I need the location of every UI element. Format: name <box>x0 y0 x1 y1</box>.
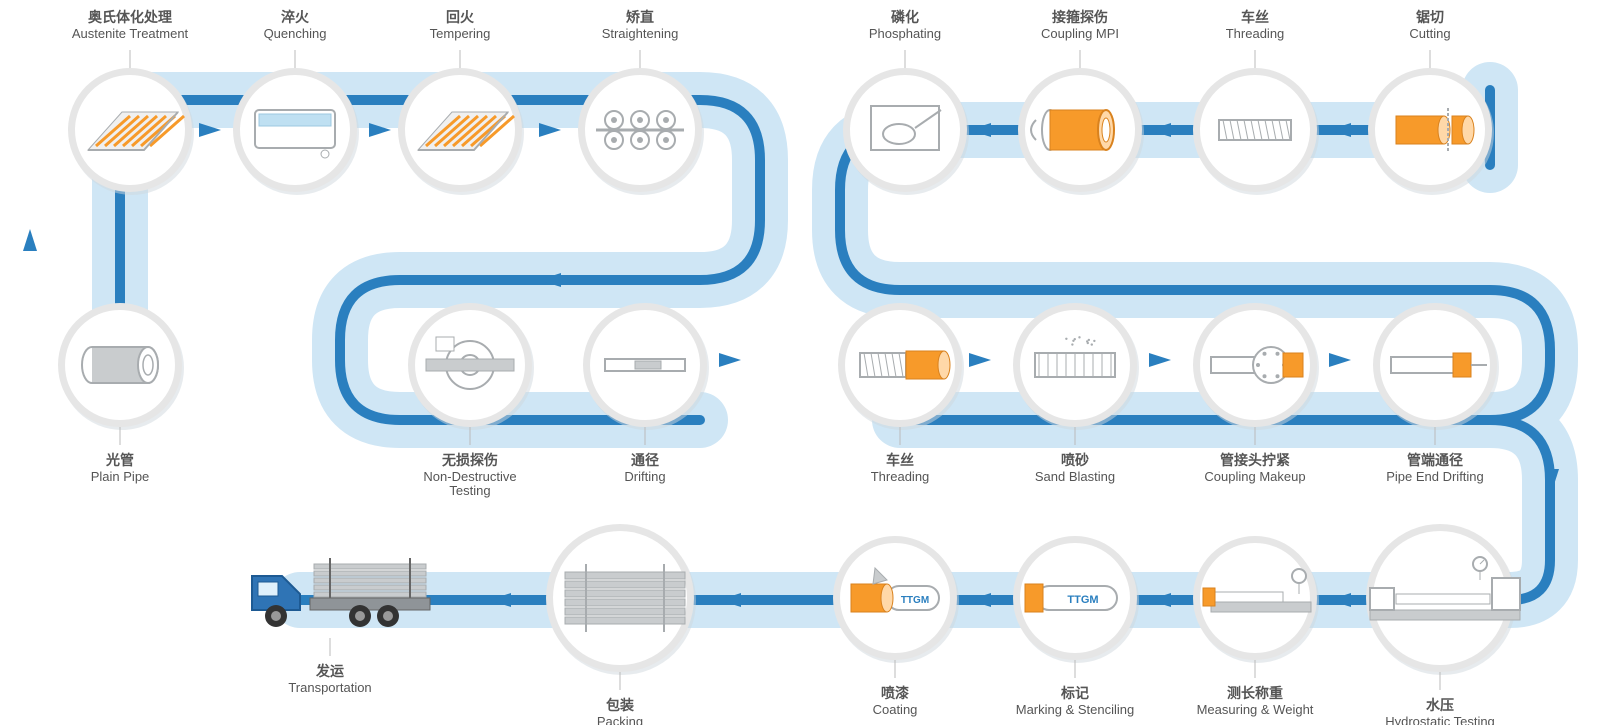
node-cpl-mpi: 接箍探伤Coupling MPI <box>1018 9 1144 195</box>
node-ndt: 无损探伤Non-DestructiveTesting <box>408 303 534 498</box>
node-makeup: 管接头拧紧Coupling Makeup <box>1193 303 1319 484</box>
node-label-cn: 接箍探伤 <box>1052 9 1108 25</box>
node-label-en: Sand Blasting <box>1035 469 1115 484</box>
node-label-cn: 车丝 <box>1241 9 1269 25</box>
mark-icon: TTGM <box>1025 584 1117 612</box>
node-label-en: Phosphating <box>869 26 941 41</box>
node-drift: 通径Drifting <box>583 303 709 484</box>
node-label-cn: 通径 <box>631 452 659 468</box>
node-label-cn: 淬火 <box>281 9 310 25</box>
node-label-en: Marking & Stenciling <box>1016 702 1135 717</box>
node-cutting: 锯切Cutting <box>1368 9 1494 195</box>
node-label-en: Coupling MPI <box>1041 26 1119 41</box>
rollers-icon <box>596 111 684 149</box>
node-sandblast: 喷砂Sand Blasting <box>1013 303 1139 484</box>
node-label-en: Transportation <box>288 680 371 695</box>
node-enddrift: 管端通径Pipe End Drifting <box>1373 303 1499 484</box>
thread2-icon <box>860 351 950 379</box>
node-label-en: Pipe End Drifting <box>1386 469 1484 484</box>
node-label-en: Austenite Treatment <box>72 26 189 41</box>
node-label-cn: 锯切 <box>1416 9 1444 25</box>
node-label-cn: 喷砂 <box>1061 452 1089 468</box>
coupling-icon <box>1031 110 1114 150</box>
node-temper: 回火Tempering <box>398 9 524 195</box>
node-quench: 淬火Quenching <box>233 9 359 195</box>
node-label-cn: 管接头拧紧 <box>1220 452 1290 468</box>
node-label-en: Threading <box>871 469 930 484</box>
node-label-cn: 车丝 <box>886 452 914 468</box>
node-measure: 测长称重Measuring & Weight <box>1193 536 1319 717</box>
node-plain: 光管Plain Pipe <box>58 303 184 484</box>
flow-arrow <box>23 229 37 251</box>
node-label-cn: 测长称重 <box>1227 685 1283 701</box>
node-label-en: Hydrostatic Testing <box>1385 714 1495 725</box>
drift-icon <box>605 359 685 371</box>
node-label-cn: 无损探伤 <box>441 452 498 468</box>
node-label-cn: 管端通径 <box>1407 452 1463 468</box>
flow-arrow <box>1149 353 1171 367</box>
node-label-en: Non-Destructive <box>423 469 516 484</box>
node-austenite: 奥氏体化处理Austenite Treatment <box>68 9 194 195</box>
node-marking: TTGM 标记Marking & Stenciling <box>1013 536 1139 717</box>
node-label-cn: 光管 <box>105 452 134 468</box>
node-label-cn: 磷化 <box>891 9 919 25</box>
node-threading-c: 车丝Threading <box>1193 9 1319 195</box>
node-label-en: Threading <box>1226 26 1285 41</box>
pipe-icon <box>82 347 158 383</box>
node-label-en: Testing <box>449 483 490 498</box>
thread-icon <box>1219 120 1291 140</box>
node-label-en: Drifting <box>624 469 665 484</box>
node-label-cn: 喷漆 <box>881 685 909 701</box>
node-label-en: Tempering <box>430 26 491 41</box>
flow-arrow <box>719 353 741 367</box>
node-label-en: Quenching <box>264 26 327 41</box>
node-label-en: Plain Pipe <box>91 469 150 484</box>
svg-text:TTGM: TTGM <box>901 595 929 606</box>
node-coating: TTGM 喷漆Coating <box>833 536 959 717</box>
node-label-cn: 矫直 <box>626 9 654 25</box>
node-label-en: Cutting <box>1409 26 1450 41</box>
node-label-en: Packing <box>597 714 643 725</box>
node-label-cn: 标记 <box>1060 685 1089 701</box>
node-label-en: Coupling Makeup <box>1204 469 1305 484</box>
node-label-cn: 奥氏体化处理 <box>88 9 172 25</box>
node-label-cn: 发运 <box>315 663 344 679</box>
flow-arrow <box>969 353 991 367</box>
node-label-en: Measuring & Weight <box>1197 702 1314 717</box>
node-hydro: 水压Hydrostatic Testing <box>1366 524 1520 725</box>
node-label-cn: 包装 <box>606 697 635 713</box>
node-label-cn: 水压 <box>1426 697 1454 713</box>
node-label-cn: 回火 <box>446 9 475 25</box>
flow-arrow <box>1329 353 1351 367</box>
node-label-en: Coating <box>873 702 918 717</box>
node-phosphate: 磷化Phosphating <box>843 9 969 195</box>
svg-text:TTGM: TTGM <box>1067 594 1098 606</box>
node-straighten: 矫直Straightening <box>578 9 704 195</box>
node-label-en: Straightening <box>602 26 679 41</box>
node-threading-p: 车丝Threading <box>838 303 964 484</box>
node-packing: 包装Packing <box>546 524 696 725</box>
